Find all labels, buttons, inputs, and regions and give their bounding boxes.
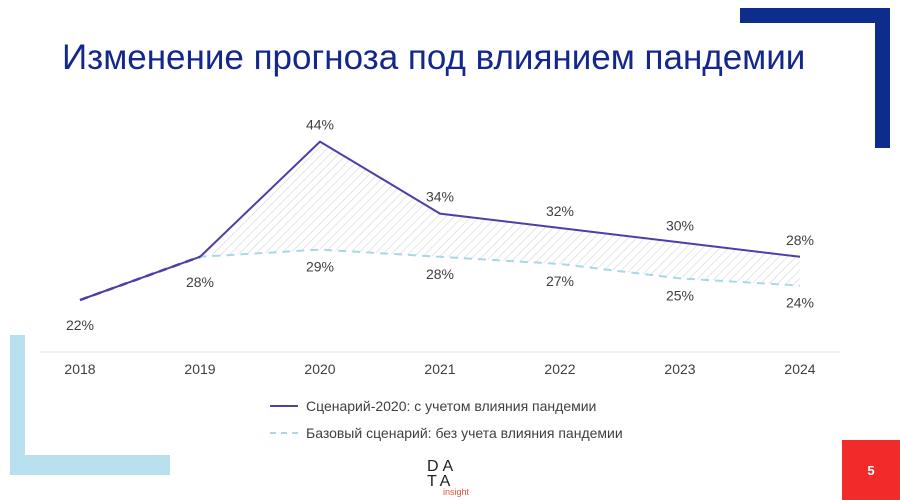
legend-label: Сценарий-2020: с учетом влияния пандемии xyxy=(306,398,597,414)
line-chart: 2018 2019 2020 2021 2022 2023 2024 44% 34% 32% 30%… xyxy=(40,117,840,377)
legend-item-base: Базовый сценарий: без учета влияния панд… xyxy=(270,425,623,441)
data-label-base: 29% xyxy=(306,259,334,275)
data-label-base: 24% xyxy=(786,295,814,311)
data-label-base: 27% xyxy=(546,273,574,289)
data-label-base: 25% xyxy=(666,287,694,303)
x-tick-label: 2019 xyxy=(184,361,215,377)
svg-text:DA: DA xyxy=(427,458,457,475)
data-label-scenario: 34% xyxy=(426,189,454,205)
x-tick-label: 2020 xyxy=(304,361,335,377)
data-label-scenario: 32% xyxy=(546,203,574,219)
corner-decoration-bottom-left xyxy=(10,335,170,475)
x-tick-label: 2022 xyxy=(544,361,575,377)
data-label-base: 28% xyxy=(426,266,454,282)
x-tick-label: 2023 xyxy=(664,361,695,377)
data-label-base: 28% xyxy=(186,274,214,290)
legend-dashed-line-icon xyxy=(270,432,298,434)
legend-item-scenario: Сценарий-2020: с учетом влияния пандемии xyxy=(270,398,596,414)
data-label-scenario: 30% xyxy=(666,217,694,233)
legend-solid-line-icon xyxy=(270,405,298,407)
page-number: 5 xyxy=(842,440,900,500)
legend-label: Базовый сценарий: без учета влияния панд… xyxy=(306,425,623,441)
series-line-scenario xyxy=(79,140,801,301)
data-label-scenario: 28% xyxy=(786,232,814,248)
svg-text:insight: insight xyxy=(443,487,470,497)
difference-area xyxy=(80,141,800,300)
series-line-overlap xyxy=(79,255,201,302)
x-tick-label: 2018 xyxy=(64,361,95,377)
x-tick-label: 2021 xyxy=(424,361,455,377)
corner-decoration-top-right xyxy=(740,8,890,148)
data-label-base: 22% xyxy=(66,317,94,333)
data-insight-logo: DA TA insight xyxy=(427,458,470,497)
slide-title: Изменение прогноза под влиянием пандемии xyxy=(62,38,806,77)
x-tick-label: 2024 xyxy=(784,361,815,377)
svg-text:TA: TA xyxy=(427,473,454,490)
data-label-scenario: 44% xyxy=(306,117,334,133)
